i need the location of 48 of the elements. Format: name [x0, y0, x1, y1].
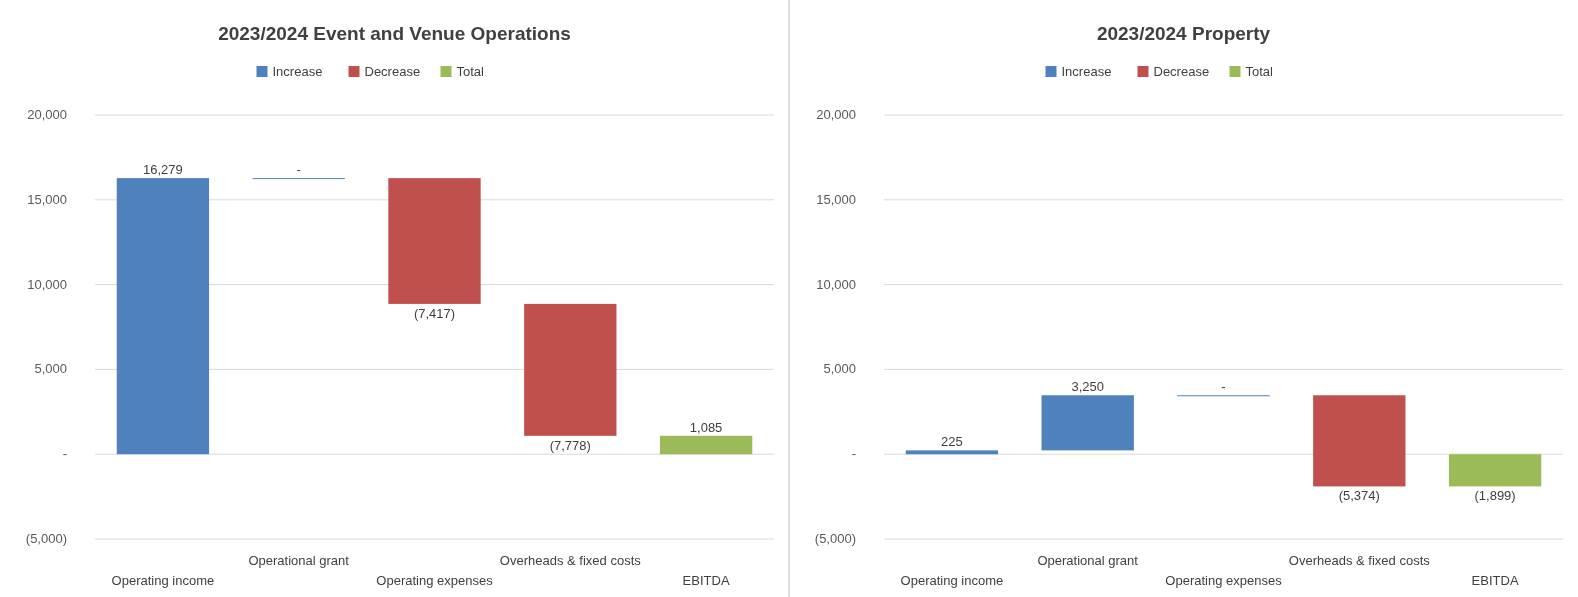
- data-label: 3,250: [1071, 379, 1104, 395]
- x-tick-label: Overheads & fixed costs: [499, 553, 642, 568]
- y-tick-label: (5,000): [814, 531, 856, 546]
- chart-title: 2023/2024 Property: [1096, 23, 1271, 44]
- y-tick-label: -: [62, 446, 67, 462]
- data-label: 16,279: [143, 162, 183, 178]
- y-tick-label: 5,000: [34, 361, 67, 377]
- bar: [116, 178, 210, 455]
- data-label: (7,417): [413, 305, 456, 321]
- bar: [659, 435, 753, 455]
- data-label: (5,374): [1338, 488, 1380, 504]
- legend-label: Increase: [1061, 64, 1112, 79]
- legend-label: Decrease: [364, 64, 421, 79]
- bar: [905, 450, 999, 455]
- data-label: (1,899): [1474, 488, 1516, 504]
- y-tick-label: 5,000: [823, 361, 856, 377]
- y-tick-label: 15,000: [27, 191, 67, 207]
- y-tick-label: (5,000): [25, 531, 67, 546]
- legend-label: Increase: [272, 64, 323, 79]
- y-tick-label: -: [851, 446, 856, 462]
- bar: [1041, 395, 1134, 451]
- x-tick-label: Operational grant: [1037, 553, 1139, 568]
- x-tick-label: Overheads & fixed costs: [1288, 553, 1431, 568]
- bar: [524, 303, 617, 436]
- y-tick-label: 10,000: [816, 276, 856, 292]
- data-label: -: [1221, 379, 1226, 395]
- y-tick-label: 20,000: [816, 107, 856, 122]
- x-tick-label: Operating expenses: [376, 573, 494, 588]
- data-label: 225: [941, 434, 963, 450]
- data-label: 1,085: [689, 419, 723, 435]
- x-tick-label: Operating income: [900, 573, 1004, 588]
- bar: [1448, 454, 1542, 487]
- x-tick-label: Operational grant: [248, 553, 350, 568]
- legend-label: Total: [456, 64, 485, 79]
- data-label: (7,778): [549, 437, 591, 453]
- legend-label: Decrease: [1153, 64, 1210, 79]
- x-tick-label: EBITDA: [682, 573, 730, 588]
- chart-title: 2023/2024 Event and Venue Operations: [218, 23, 571, 44]
- x-tick-label: EBITDA: [1471, 573, 1519, 588]
- y-tick-label: 10,000: [27, 276, 67, 292]
- legend-label: Total: [1245, 64, 1274, 79]
- bar: [388, 178, 481, 304]
- data-label: -: [296, 162, 301, 178]
- y-tick-label: 20,000: [27, 107, 67, 122]
- x-tick-label: Operating income: [111, 573, 215, 588]
- x-tick-label: Operating expenses: [1165, 573, 1283, 588]
- bar: [1313, 395, 1406, 487]
- y-tick-label: 15,000: [816, 191, 856, 207]
